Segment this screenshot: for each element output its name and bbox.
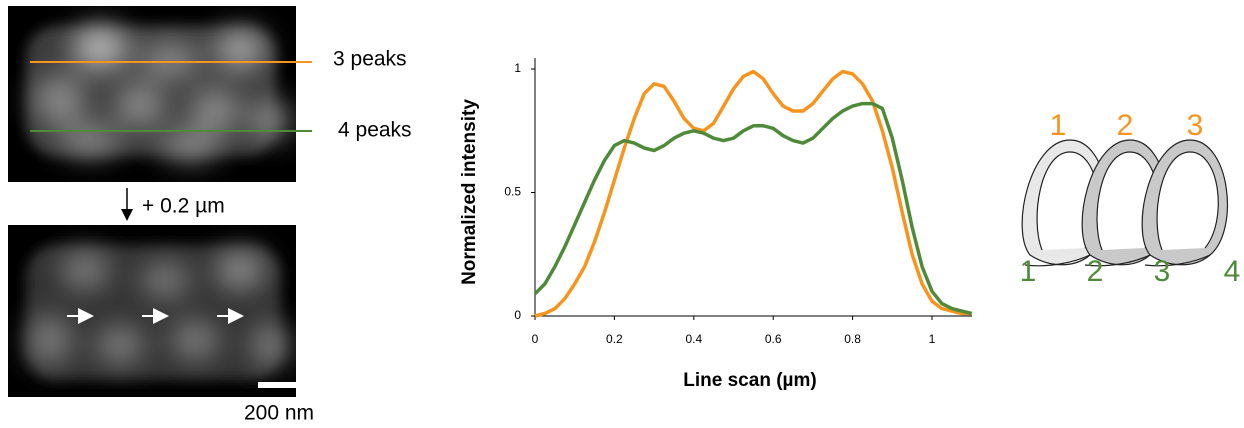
helix-label: 4 bbox=[1224, 255, 1241, 288]
helix-label: 2 bbox=[1087, 255, 1104, 288]
shift-label: + 0.2 µm bbox=[142, 195, 225, 218]
helix-labels: 1 2 3 1 2 3 4 bbox=[1020, 109, 1241, 288]
y-axis-title: Normalized intensity bbox=[459, 99, 480, 285]
line-label: 3 peaks bbox=[333, 48, 407, 71]
y-tick-label: 1 bbox=[514, 61, 521, 75]
series-line bbox=[533, 101, 973, 316]
x-tick-label: 0 bbox=[532, 332, 539, 346]
x-tick-label: 0.4 bbox=[685, 332, 702, 346]
helix-label: 3 bbox=[1187, 109, 1204, 142]
helix-diagram bbox=[1021, 139, 1228, 267]
helix-label: 2 bbox=[1117, 109, 1134, 142]
line-label: 4 peaks bbox=[338, 119, 412, 142]
micrograph-top bbox=[8, 6, 296, 182]
scale-bar-label: 200 nm bbox=[244, 402, 314, 425]
helix-label: 3 bbox=[1154, 255, 1171, 288]
series-line bbox=[534, 69, 972, 318]
x-tick-label: 0.6 bbox=[765, 332, 782, 346]
line-chart: Line scan (µm) Normalized intensity 0 0.2… bbox=[459, 58, 973, 391]
x-tick-label: 1 bbox=[929, 332, 936, 346]
x-tick-label: 0.8 bbox=[844, 332, 861, 346]
scale-bar bbox=[258, 382, 318, 388]
micrograph-bottom bbox=[8, 225, 296, 397]
x-axis-title: Line scan (µm) bbox=[683, 370, 816, 391]
y-tick-label: 0.5 bbox=[504, 185, 521, 199]
helix-label: 1 bbox=[1050, 109, 1067, 142]
x-tick-label: 0.2 bbox=[606, 332, 623, 346]
y-tick-label: 0 bbox=[514, 308, 521, 322]
helix-label: 1 bbox=[1020, 255, 1037, 288]
